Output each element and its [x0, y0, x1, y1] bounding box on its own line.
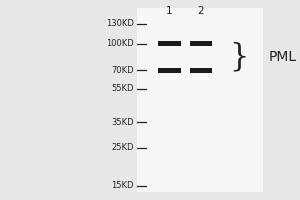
Bar — [158, 68, 181, 73]
Text: 55KD: 55KD — [111, 84, 134, 93]
FancyBboxPatch shape — [136, 8, 262, 192]
Text: PML: PML — [268, 50, 297, 64]
Bar — [158, 41, 181, 46]
Text: 1: 1 — [166, 6, 173, 16]
Text: 70KD: 70KD — [111, 66, 134, 75]
Bar — [190, 41, 212, 46]
Bar — [190, 68, 212, 73]
Text: 130KD: 130KD — [106, 19, 134, 28]
Text: 25KD: 25KD — [111, 143, 134, 152]
Text: 15KD: 15KD — [111, 182, 134, 190]
Text: }: } — [229, 42, 248, 73]
Text: 2: 2 — [198, 6, 204, 16]
Text: 35KD: 35KD — [111, 118, 134, 127]
Text: 100KD: 100KD — [106, 39, 134, 48]
